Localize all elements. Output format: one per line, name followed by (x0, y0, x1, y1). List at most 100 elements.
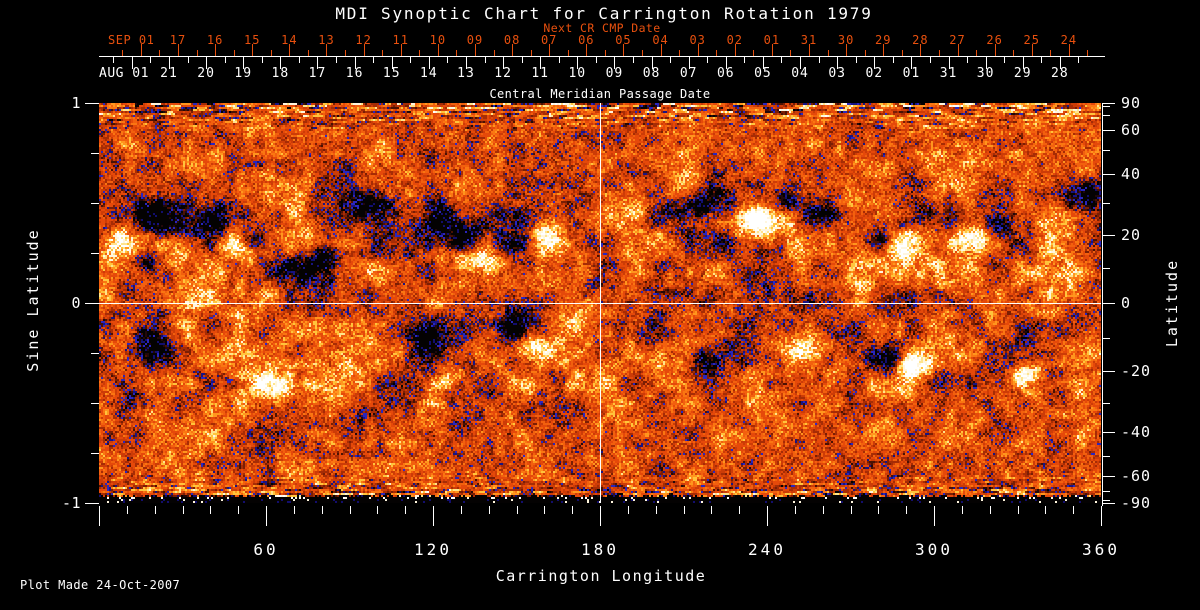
next-cr-day-label: 17 (169, 33, 187, 47)
cmp-day-label: 11 (531, 66, 550, 81)
next-cr-day-tick (864, 50, 866, 56)
next-cr-day-label: 03 (689, 33, 706, 47)
next-cr-day-tick (753, 50, 755, 56)
next-cr-day-tick (697, 44, 699, 56)
longitude-tick (460, 506, 462, 514)
cmp-day-tick (800, 57, 802, 69)
cmp-date-axis-caption: Central Meridian Passage Date (489, 87, 711, 101)
cmp-day-label: 29 (1013, 66, 1032, 81)
latitude-tick (1103, 106, 1110, 108)
longitude-tick-label: 300 (915, 540, 953, 559)
cmp-day-tick (633, 57, 634, 63)
next-cr-day-label: 11 (392, 33, 409, 47)
longitude-tick (266, 506, 267, 526)
sine-latitude-tick (91, 403, 99, 404)
next-cr-cmp-date-caption: Next CR CMP Date (543, 21, 661, 35)
latitude-tick-label: 90 (1121, 94, 1142, 112)
next-cr-day-tick (215, 44, 217, 56)
next-cr-day-label: 12 (355, 33, 372, 47)
next-cr-day-tick (252, 44, 254, 56)
longitude-tick (1045, 506, 1047, 514)
cmp-day-tick (298, 57, 300, 63)
latitude-tick (1103, 490, 1110, 492)
longitude-tick (906, 506, 908, 514)
cmp-day-tick (855, 57, 857, 63)
sine-latitude-tick (91, 353, 99, 354)
cmp-day-label: 31 (939, 66, 958, 81)
next-cr-day-label: 09 (466, 33, 484, 47)
cmp-day-label: 21 (160, 66, 178, 81)
next-cr-day-label: 05 (615, 33, 632, 47)
cmp-day-tick (892, 57, 894, 63)
longitude-tick (878, 506, 880, 514)
latitude-tick-label: 0 (1121, 294, 1132, 312)
latitude-tick (1103, 403, 1110, 404)
cmp-day-tick (929, 57, 931, 63)
cmp-day-label: 04 (791, 66, 809, 81)
next-cr-day-tick (920, 44, 922, 56)
next-cr-day-tick (419, 50, 421, 56)
next-cr-day-label: 24 (1060, 33, 1078, 47)
cmp-day-tick (577, 57, 579, 69)
left-axis-title: Sine Latitude (24, 228, 42, 372)
bottom-axis-title: Carrington Longitude (495, 567, 707, 585)
latitude-tick (1103, 431, 1115, 433)
latitude-tick (1103, 503, 1115, 504)
sine-latitude-tick (85, 303, 99, 304)
cmp-day-tick (818, 57, 820, 63)
next-cr-day-tick (994, 44, 996, 56)
cmp-day-tick (428, 57, 430, 69)
next-cr-day-tick (1087, 50, 1089, 56)
cmp-day-label: 18 (271, 66, 290, 81)
next-cr-day-label: 02 (726, 33, 744, 47)
next-cr-day-tick (567, 50, 569, 56)
next-cr-day-label: 28 (912, 33, 929, 47)
cmp-day-tick (224, 57, 226, 63)
sine-latitude-tick (91, 153, 99, 154)
next-cr-day-tick (530, 50, 532, 56)
next-cr-day-tick (382, 50, 384, 56)
next-cr-day-tick (1068, 44, 1070, 56)
next-cr-day-tick (122, 50, 124, 56)
cmp-day-label: 17 (308, 66, 327, 81)
latitude-tick-label: -60 (1121, 467, 1152, 486)
next-cr-day-tick (512, 44, 514, 56)
next-cr-day-label: 08 (503, 33, 521, 47)
next-cr-day-tick (1013, 50, 1015, 56)
next-cr-day-tick (827, 50, 829, 56)
cmp-day-tick (707, 57, 709, 63)
cmp-day-tick (354, 57, 356, 69)
cmp-day-tick (317, 57, 319, 69)
next-cr-day-tick (363, 44, 365, 56)
latitude-tick-label: -90 (1121, 494, 1152, 512)
latitude-tick-label: -40 (1121, 422, 1152, 441)
cmp-day-tick (206, 57, 208, 69)
cmp-day-tick (261, 57, 263, 63)
longitude-tick (99, 506, 100, 526)
plot-made-timestamp: Plot Made 24-Oct-2007 (20, 578, 181, 592)
cmp-day-tick (150, 57, 152, 63)
latitude-tick-label: 20 (1121, 225, 1142, 244)
longitude-tick (182, 506, 184, 514)
next-cr-day-label: 27 (949, 33, 966, 47)
cmp-day-label: 30 (976, 66, 995, 81)
latitude-tick (1103, 337, 1110, 339)
cmp-day-tick (614, 57, 616, 69)
next-cr-day-tick (233, 50, 235, 56)
next-cr-day-tick (493, 50, 495, 56)
cmp-day-label: 05 (754, 66, 772, 81)
next-cr-day-tick (938, 50, 940, 56)
cmp-day-label: 10 (568, 66, 587, 81)
next-cr-day-label: 01 (763, 33, 781, 47)
latitude-tick (1103, 149, 1110, 151)
next-cr-day-tick (604, 50, 606, 56)
cmp-day-tick (131, 57, 133, 69)
cmp-day-tick (1022, 57, 1024, 69)
longitude-tick (850, 506, 852, 514)
next-cr-day-tick (159, 50, 161, 56)
longitude-tick-label: 240 (748, 540, 786, 559)
longitude-tick (1017, 506, 1019, 514)
longitude-tick (1101, 506, 1102, 526)
cmp-day-tick (837, 57, 839, 69)
next-cr-day-label: 26 (986, 33, 1003, 47)
